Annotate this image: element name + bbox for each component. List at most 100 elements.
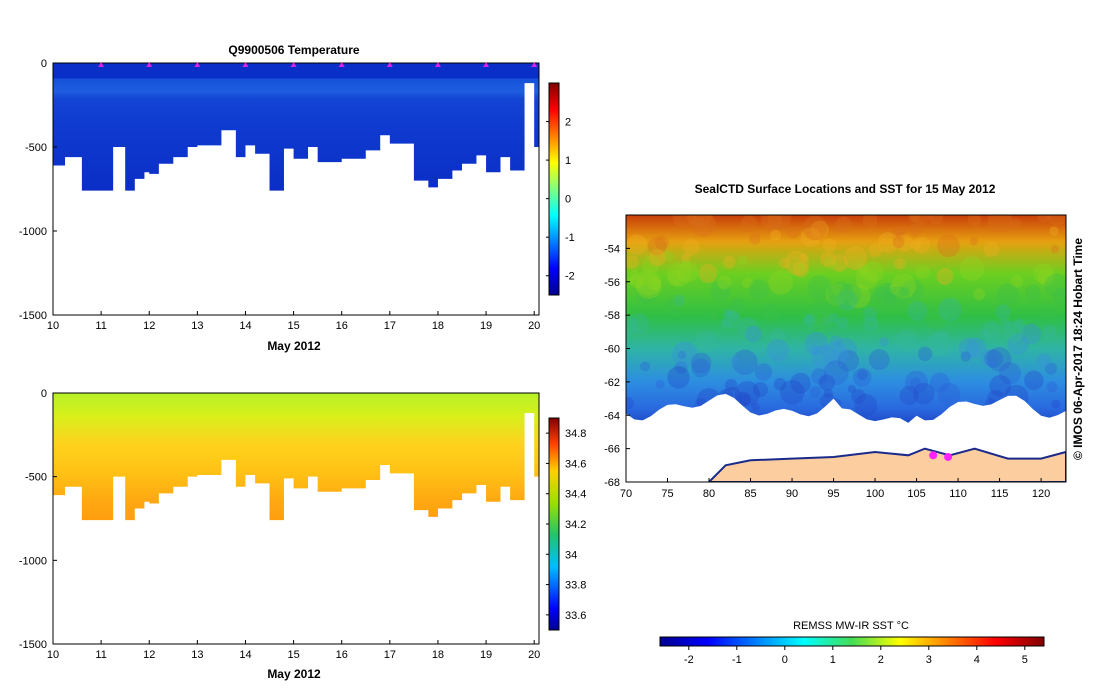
sst-texture-blob (1044, 362, 1058, 375)
sst-texture-blob (673, 215, 697, 230)
sst-texture-blob (852, 367, 872, 387)
y-tick-label: 0 (41, 58, 47, 70)
colorbar-tick-label: 2 (565, 117, 571, 129)
x-tick-label: 12 (143, 649, 155, 661)
sst-texture-blob (924, 307, 947, 330)
sst-texture-blob (629, 274, 644, 289)
sst-texture-blob (635, 269, 662, 296)
sst-texture-blob (1040, 306, 1056, 322)
sst-texture-blob (626, 255, 639, 270)
sst-texture-blob (855, 267, 878, 290)
map-y-tick-label: -66 (604, 444, 620, 456)
sst-texture-blob (787, 226, 800, 239)
sst-texture-blob (996, 283, 1019, 306)
sst-texture-blob (828, 313, 839, 323)
sst-texture-blob (909, 223, 922, 236)
sst-texture-blob (1044, 273, 1066, 298)
sst-texture-blob (936, 268, 954, 285)
sst-colorbar-tick-label: 2 (878, 654, 884, 666)
sst-texture-blob (938, 299, 958, 320)
salinity-y-ticks: 0 -500 -1000 -1500 (19, 388, 57, 651)
sst-texture-blob (989, 374, 1012, 397)
map-x-tick-label: 90 (786, 488, 798, 500)
sst-texture-blob (717, 275, 732, 290)
map-y-tick-label: -54 (604, 243, 620, 255)
sst-texture-blob (745, 325, 762, 343)
sst-texture-blob (987, 215, 1013, 234)
sst-colorbar-tick-label: -1 (732, 654, 742, 666)
sst-colorbar-tick-label: 1 (830, 654, 836, 666)
map-x-tick-label: 95 (827, 488, 839, 500)
salinity-x-ticks: 10 11 12 13 14 15 16 17 18 19 20 (47, 640, 540, 661)
sst-texture-blob (910, 215, 931, 226)
sst-texture-blob (626, 316, 638, 336)
sst-colorbar (659, 636, 1045, 647)
sst-texture-blob (767, 215, 791, 231)
colorbar-tick-label: 0 (565, 194, 571, 206)
sst-texture-blob (879, 337, 889, 347)
sst-texture-blob (913, 236, 931, 254)
sst-texture-blob (674, 361, 688, 374)
sst-texture-blob (800, 227, 821, 247)
colorbar-tick-label: 34.2 (565, 519, 586, 531)
temperature-colorbar-ticks: 2 1 0 -1 -2 (546, 117, 575, 283)
y-tick-label: -500 (25, 472, 47, 484)
colorbar-tick-label: -2 (565, 271, 575, 283)
sst-texture-blob (709, 312, 719, 321)
sst-texture-blob (626, 396, 634, 410)
sst-texture-blob (769, 328, 786, 345)
sst-texture-blob (809, 386, 821, 398)
antarctica-land (707, 447, 1066, 482)
profile-marker (242, 62, 249, 67)
sst-texture-blob (973, 288, 986, 301)
sst-texture-blob (1053, 287, 1066, 307)
sst-texture-blob (748, 279, 769, 300)
sst-texture-blob (1051, 399, 1061, 409)
sst-texture-blob (830, 335, 842, 347)
x-tick-label: 17 (384, 649, 396, 661)
sst-texture-blob (802, 215, 828, 241)
sst-texture-blob (832, 337, 858, 363)
x-tick-label: 12 (143, 320, 155, 332)
sst-texture-blob (1002, 321, 1025, 343)
sst-texture-blob (812, 344, 837, 370)
sst-texture-blob (784, 250, 810, 276)
sst-texture-blob (828, 281, 854, 307)
sst-texture-blob (965, 337, 987, 359)
sst-texture-blob (895, 226, 906, 237)
sst-texture-blob (642, 255, 660, 274)
profile-marker (290, 62, 297, 67)
y-tick-label: -1000 (19, 555, 47, 567)
sst-texture-blob (958, 337, 980, 359)
sst-texture-blob (648, 249, 666, 267)
sst-texture-blob (1046, 381, 1058, 393)
map-y-ticks: -54 -56 -58 -60 -62 -64 -66 -68 (604, 243, 630, 489)
sst-texture-blob (857, 369, 868, 381)
sst-texture-blob (1050, 245, 1059, 254)
colorbar-tick-label: 34.4 (565, 489, 586, 501)
sst-texture-blob (726, 309, 739, 322)
colorbar-tick-label: 34 (565, 549, 577, 561)
sst-texture-blob (905, 370, 929, 394)
y-tick-label: -1000 (19, 226, 47, 238)
sst-texture-blob (851, 389, 866, 404)
colorbar-tick-label: 34.8 (565, 428, 586, 440)
sst-texture-blob (710, 280, 732, 302)
profile-marker (531, 62, 538, 67)
sst-texture-blob (734, 381, 760, 407)
sst-texture-blob (723, 308, 732, 318)
credit-text: © IMOS 06-Apr-2017 18:24 Hobart Time (1071, 238, 1085, 460)
x-tick-label: 18 (432, 320, 444, 332)
sst-texture-blob (868, 243, 882, 257)
sst-texture-blob (899, 286, 910, 297)
sst-colorbar-tick-label: 0 (782, 654, 788, 666)
profile-marker (434, 62, 441, 67)
sst-texture-blob (995, 304, 1011, 320)
sst-texture-blob (635, 273, 662, 299)
colorbar-tick-label: -1 (565, 232, 575, 244)
x-tick-label: 13 (191, 649, 203, 661)
sst-texture-blob (666, 297, 677, 307)
sst-texture-blob (809, 344, 820, 355)
sst-texture-blob (1013, 318, 1025, 330)
